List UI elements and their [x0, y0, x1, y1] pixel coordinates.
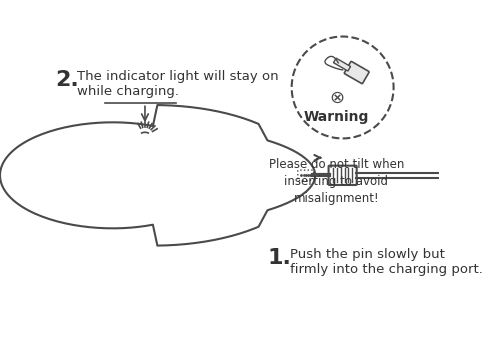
Text: The indicator light will stay on
while charging.: The indicator light will stay on while c… [78, 70, 279, 98]
Text: 1.: 1. [268, 248, 292, 268]
Text: ⊗: ⊗ [329, 89, 344, 107]
Text: 2.: 2. [56, 70, 79, 90]
FancyBboxPatch shape [334, 58, 350, 71]
Text: Warning: Warning [304, 110, 369, 124]
Text: Push the pin slowly but
firmly into the charging port.: Push the pin slowly but firmly into the … [290, 248, 483, 276]
Text: Please do not tilt when
inserting to avoid
misalignment!: Please do not tilt when inserting to avo… [269, 158, 404, 205]
FancyBboxPatch shape [344, 61, 369, 84]
